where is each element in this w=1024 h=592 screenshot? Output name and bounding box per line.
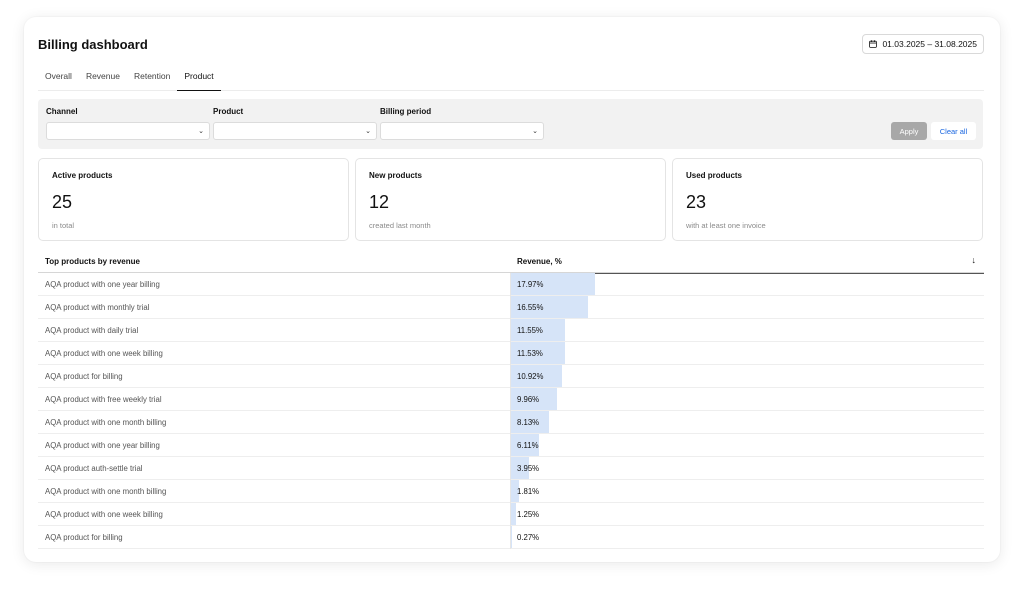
product-filter: Product ⌄ xyxy=(213,107,377,140)
revenue-value-cell: 17.97% xyxy=(517,280,544,289)
stats-row: Active products 25 in total New products… xyxy=(38,158,984,241)
channel-filter: Channel ⌄ xyxy=(46,107,210,140)
header-divider xyxy=(510,273,984,274)
tab-product[interactable]: Product xyxy=(177,69,221,91)
revenue-bar xyxy=(510,296,589,318)
stat-subtext: with at least one invoice xyxy=(686,221,766,230)
chevron-down-icon: ⌄ xyxy=(198,128,204,135)
product-name-cell: AQA product with free weekly trial xyxy=(45,395,162,404)
top-products-table: Top products by revenue Revenue, % ↓ AQA… xyxy=(38,250,984,549)
product-name-cell: AQA product for billing xyxy=(45,372,123,381)
product-name-cell: AQA product with monthly trial xyxy=(45,303,150,312)
tab-bar: Overall Revenue Retention Product xyxy=(38,69,984,91)
stat-value: 12 xyxy=(369,192,390,212)
table-row: AQA product with one month billing 8.13% xyxy=(38,411,984,434)
revenue-bar xyxy=(510,503,516,525)
table-row: AQA product auth-settle trial 3.95% xyxy=(38,457,984,480)
filter-panel: Channel ⌄ Product ⌄ Billing period ⌄ App… xyxy=(38,99,983,149)
channel-label: Channel xyxy=(46,107,78,116)
table-row: AQA product with one year billing 17.97% xyxy=(38,273,984,296)
revenue-bar xyxy=(510,342,565,364)
product-name-cell: AQA product auth-settle trial xyxy=(45,464,143,473)
calendar-icon xyxy=(869,40,878,48)
arrow-down-icon[interactable]: ↓ xyxy=(971,255,977,265)
product-name-cell: AQA product for billing xyxy=(45,533,123,542)
revenue-value-cell: 10.92% xyxy=(517,372,544,381)
tab-overall[interactable]: Overall xyxy=(45,71,72,81)
clear-all-button[interactable]: Clear all xyxy=(931,122,976,140)
table-header: Top products by revenue Revenue, % ↓ xyxy=(38,250,984,274)
revenue-bar xyxy=(510,457,529,479)
date-range-label: 01.03.2025 – 31.08.2025 xyxy=(882,39,977,49)
revenue-bar xyxy=(510,388,558,410)
revenue-value-cell: 8.13% xyxy=(517,418,540,427)
page-title: Billing dashboard xyxy=(38,37,148,52)
chevron-down-icon: ⌄ xyxy=(532,128,538,135)
revenue-value-cell: 1.25% xyxy=(517,510,540,519)
revenue-bar xyxy=(510,480,519,502)
product-select[interactable]: ⌄ xyxy=(213,122,377,140)
billing-period-select[interactable]: ⌄ xyxy=(380,122,544,140)
column-header-product: Top products by revenue xyxy=(45,257,140,266)
billing-period-label: Billing period xyxy=(380,107,432,116)
revenue-value-cell: 11.55% xyxy=(517,326,543,335)
column-divider xyxy=(510,273,511,549)
product-name-cell: AQA product with daily trial xyxy=(45,326,139,335)
stat-card-new-products: New products 12 created last month xyxy=(355,158,666,241)
stat-label: New products xyxy=(369,171,422,180)
billing-period-filter: Billing period ⌄ xyxy=(380,107,544,140)
revenue-bar xyxy=(510,273,596,295)
stat-subtext: in total xyxy=(52,221,75,230)
table-row: AQA product with one week billing 11.53% xyxy=(38,342,984,365)
stat-value: 25 xyxy=(52,192,73,212)
stat-subtext: created last month xyxy=(369,221,431,230)
stat-label: Active products xyxy=(52,171,113,180)
column-header-revenue[interactable]: Revenue, % xyxy=(517,257,562,266)
revenue-value-cell: 3.95% xyxy=(517,464,540,473)
stat-label: Used products xyxy=(686,171,743,180)
table-row: AQA product with free weekly trial 9.96% xyxy=(38,388,984,411)
dashboard-card: Billing dashboard 01.03.2025 – 31.08.202… xyxy=(24,17,1000,562)
channel-select[interactable]: ⌄ xyxy=(46,122,210,140)
tab-retention[interactable]: Retention xyxy=(133,71,171,81)
date-range-button[interactable]: 01.03.2025 – 31.08.2025 xyxy=(862,34,984,54)
table-row: AQA product for billing 10.92% xyxy=(38,365,984,388)
table-row: AQA product for billing 0.27% xyxy=(38,526,984,549)
revenue-value-cell: 1.81% xyxy=(517,487,540,496)
revenue-bar xyxy=(510,319,565,341)
revenue-value-cell: 0.27% xyxy=(517,533,540,542)
revenue-bar xyxy=(510,526,512,548)
revenue-bar xyxy=(510,411,549,433)
product-label: Product xyxy=(213,107,244,116)
product-name-cell: AQA product with one week billing xyxy=(45,349,163,358)
apply-button[interactable]: Apply xyxy=(891,122,927,140)
table-row: AQA product with monthly trial 16.55% xyxy=(38,296,984,319)
revenue-value-cell: 16.55% xyxy=(517,303,544,312)
revenue-value-cell: 6.11% xyxy=(517,441,539,450)
table-row: AQA product with one week billing 1.25% xyxy=(38,503,984,526)
product-name-cell: AQA product with one month billing xyxy=(45,487,167,496)
table-row: AQA product with one year billing 6.11% xyxy=(38,434,984,457)
product-name-cell: AQA product with one week billing xyxy=(45,510,163,519)
stat-card-used-products: Used products 23 with at least one invoi… xyxy=(672,158,983,241)
product-name-cell: AQA product with one year billing xyxy=(45,441,160,450)
tab-revenue[interactable]: Revenue xyxy=(85,71,120,81)
chevron-down-icon: ⌄ xyxy=(365,128,371,135)
stat-card-active-products: Active products 25 in total xyxy=(38,158,349,241)
table-body: AQA product with one year billing 17.97% A… xyxy=(38,273,984,549)
revenue-value-cell: 9.96% xyxy=(517,395,540,404)
stat-value: 23 xyxy=(686,192,707,212)
product-name-cell: AQA product with one month billing xyxy=(45,418,167,427)
table-row: AQA product with one month billing 1.81% xyxy=(38,480,984,503)
revenue-bar xyxy=(510,365,562,387)
product-name-cell: AQA product with one year billing xyxy=(45,280,160,289)
revenue-bar xyxy=(510,434,539,456)
table-row: AQA product with daily trial 11.55% xyxy=(38,319,984,342)
revenue-value-cell: 11.53% xyxy=(517,349,543,358)
